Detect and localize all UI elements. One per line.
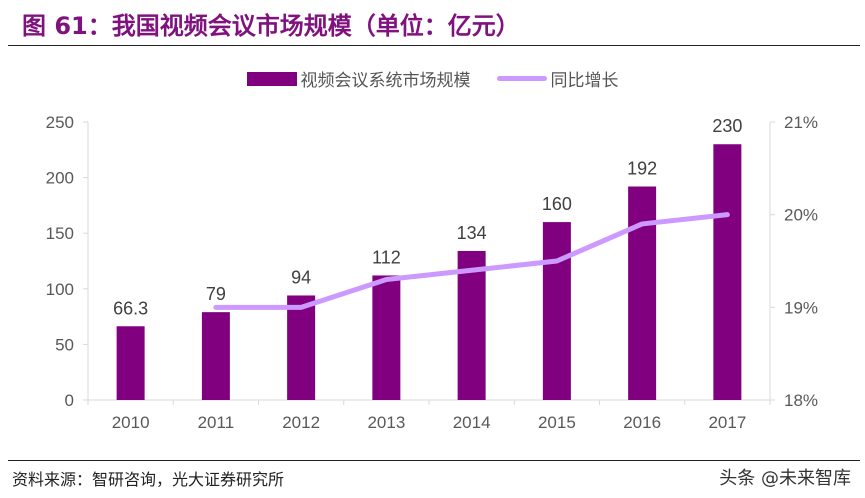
x-tick-label: 2014 — [453, 413, 491, 432]
bar — [116, 326, 145, 400]
x-tick-label: 2013 — [367, 413, 405, 432]
legend-swatch-bar — [246, 71, 297, 86]
right-tick-label: 18% — [784, 391, 818, 410]
left-tick-label: 200 — [46, 169, 74, 188]
footer-divider — [8, 460, 860, 461]
title-divider — [8, 45, 860, 46]
legend: 视频会议系统市场规模 同比增长 — [0, 66, 865, 91]
watermark: 头条 @未来智库 — [719, 468, 851, 489]
bar — [628, 186, 657, 400]
right-tick-label: 20% — [784, 206, 818, 225]
bar — [287, 295, 316, 400]
bar — [713, 144, 742, 400]
x-tick-label: 2010 — [112, 413, 150, 432]
legend-swatch-line — [496, 76, 547, 81]
bar — [542, 222, 571, 400]
bar-data-label: 112 — [372, 247, 401, 267]
x-tick-label: 2015 — [538, 413, 576, 432]
bar-data-label: 230 — [712, 116, 742, 136]
x-tick-label: 2016 — [623, 413, 661, 432]
bar — [201, 312, 230, 400]
bar-data-label: 134 — [457, 223, 487, 243]
right-tick-label: 19% — [784, 298, 818, 317]
left-tick-label: 100 — [46, 280, 74, 299]
bar-data-label: 66.3 — [113, 298, 148, 318]
x-tick-label: 2012 — [282, 413, 320, 432]
legend-label: 视频会议系统市场规模 — [300, 71, 471, 91]
bar-data-label: 192 — [627, 158, 657, 178]
legend-label: 同比增长 — [550, 71, 619, 91]
right-tick-label: 21% — [784, 113, 818, 132]
chart-title: 图 61：我国视频会议市场规模（单位：亿元） — [22, 12, 520, 40]
x-tick-label: 2017 — [708, 413, 746, 432]
left-tick-label: 250 — [46, 113, 74, 132]
legend-item-bar: 视频会议系统市场规模 — [246, 66, 471, 91]
x-tick-label: 2011 — [198, 413, 235, 432]
chart-plot: 0 50 100 150 200 250 18% 19% 20% 21% 2010 2011 2012 2… — [46, 113, 818, 432]
bar-data-label: 160 — [542, 194, 572, 214]
bar — [372, 275, 401, 400]
bar-data-label: 94 — [291, 267, 311, 287]
bar-data-label: 79 — [206, 284, 226, 304]
left-tick-label: 150 — [46, 224, 74, 243]
bar — [457, 250, 486, 400]
left-tick-label: 50 — [55, 335, 74, 354]
source-note: 资料来源：智研咨询，光大证券研究所 — [12, 470, 285, 489]
legend-item-line: 同比增长 — [496, 66, 619, 91]
left-tick-label: 0 — [65, 391, 74, 410]
